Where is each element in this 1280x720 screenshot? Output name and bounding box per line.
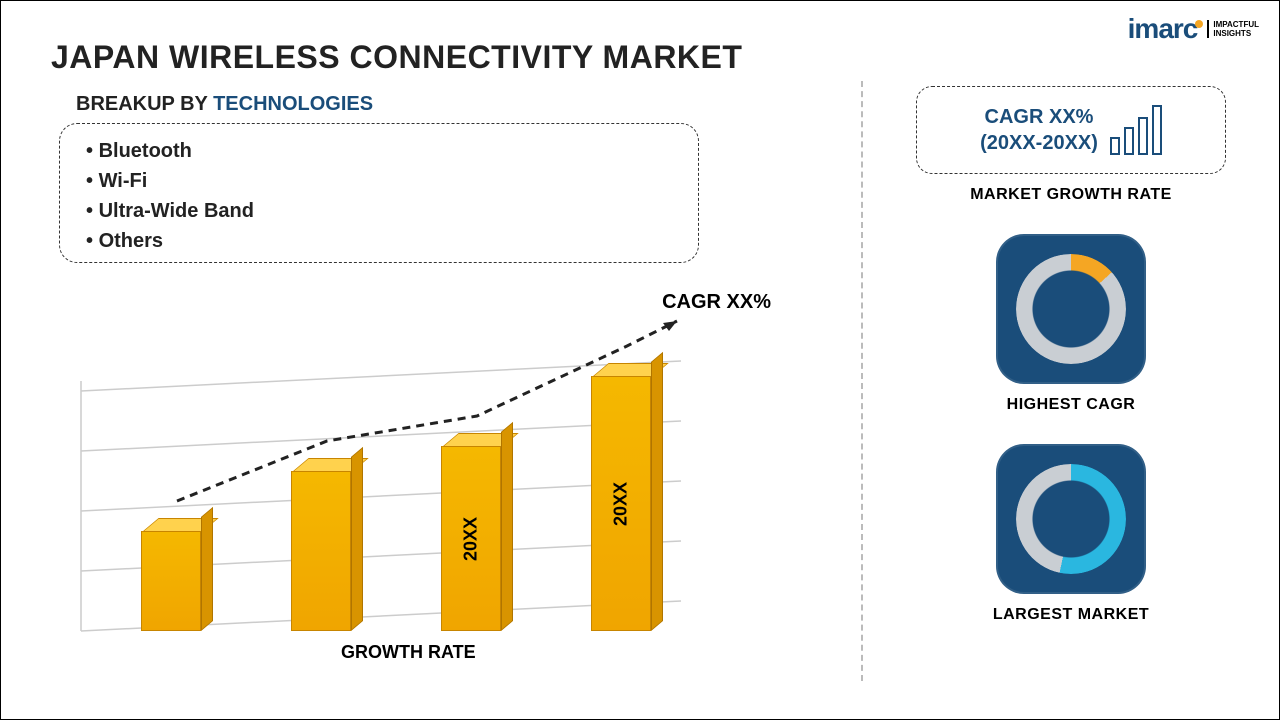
bar-label: 20XX: [461, 516, 482, 560]
cagr-text: CAGR XX% (20XX-20XX): [980, 104, 1098, 156]
page-title: JAPAN WIRELESS CONNECTIVITY MARKET: [51, 39, 742, 76]
largest-market-label: LARGEST MARKET: [993, 606, 1149, 624]
chart-xlabel: GROWTH RATE: [341, 642, 476, 663]
trend-label: CAGR XX%: [662, 291, 771, 314]
bar: [291, 471, 351, 631]
logo-tagline: IMPACTFUL INSIGHTS: [1207, 20, 1259, 38]
highest-cagr-donut: XX%: [1016, 254, 1126, 364]
bar: 20XX: [591, 376, 651, 631]
technology-item: Bluetooth: [86, 136, 672, 166]
cagr-box: CAGR XX% (20XX-20XX): [916, 86, 1226, 174]
bars-container: 20XX 20XX: [61, 301, 741, 631]
largest-market-value: XX: [1059, 509, 1083, 530]
technology-item: Wi-Fi: [86, 166, 672, 196]
technology-item: Ultra-Wide Band: [86, 196, 672, 226]
bar: 20XX: [441, 446, 501, 631]
largest-market-donut: XX: [1016, 464, 1126, 574]
logo-text: imarc: [1128, 13, 1204, 45]
right-column: CAGR XX% (20XX-20XX) MARKET GROWTH RATE …: [901, 86, 1241, 624]
brand-logo: imarc IMPACTFUL INSIGHTS: [1128, 13, 1259, 45]
growth-chart: 20XX20XX CAGR XX% GROWTH RATE: [61, 301, 741, 661]
growth-rate-label: MARKET GROWTH RATE: [970, 186, 1172, 204]
technologies-list: BluetoothWi-FiUltra-Wide BandOthers: [86, 136, 672, 256]
breakup-subtitle: BREAKUP BY TECHNOLOGIES: [76, 93, 373, 116]
highest-cagr-tile: XX%: [996, 234, 1146, 384]
technologies-box: BluetoothWi-FiUltra-Wide BandOthers: [59, 123, 699, 263]
highest-cagr-label: HIGHEST CAGR: [1007, 396, 1136, 414]
technology-item: Others: [86, 226, 672, 256]
largest-market-tile: XX: [996, 444, 1146, 594]
highest-cagr-value: XX%: [1051, 299, 1091, 320]
bar-label: 20XX: [611, 481, 632, 525]
mini-bars-icon: [1110, 105, 1162, 155]
bar: [141, 531, 201, 631]
vertical-divider: [861, 81, 863, 681]
